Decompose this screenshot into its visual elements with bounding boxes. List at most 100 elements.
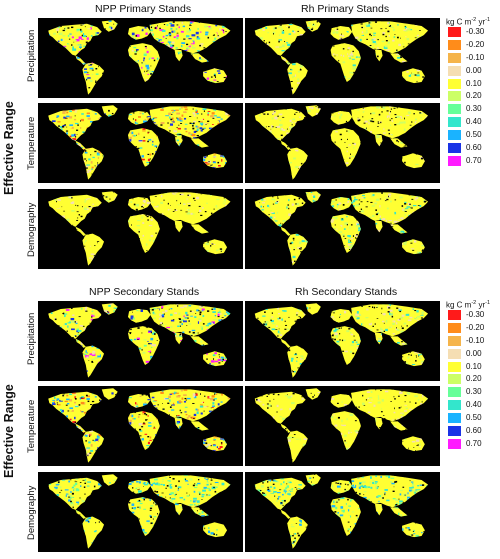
world-map [254, 105, 429, 180]
map-rh-primary-demography [245, 189, 440, 269]
legend-item: 0.70 [446, 155, 500, 168]
continent-centralAmerica [75, 509, 86, 519]
legend-value: 0.50 [466, 130, 482, 140]
continent-africa [127, 128, 160, 167]
row-label-temperature: Temperature [26, 399, 37, 453]
legend-swatch [448, 438, 461, 449]
continent-australia [402, 153, 425, 169]
legend-value: 0.00 [466, 348, 482, 358]
legend-value: 0.60 [466, 426, 482, 436]
continent-greenland [305, 474, 321, 486]
legend-item: 0.50 [446, 129, 500, 142]
continent-northAmerica [48, 23, 102, 56]
legend-value: 0.70 [466, 155, 482, 165]
continent-asia [149, 192, 231, 225]
map-rh-secondary-temperature [245, 386, 440, 466]
continent-seAsia [190, 421, 209, 431]
continent-southAmerica [287, 430, 308, 463]
legend-value: 0.20 [466, 374, 482, 384]
world-map [254, 388, 429, 463]
secondary-stands-block: NPP Secondary Stands Rh Secondary Stands… [0, 283, 500, 553]
row-label-precipitation: Precipitation [26, 312, 37, 365]
legend-item: 0.60 [446, 425, 500, 438]
rh-secondary-title: Rh Secondary Stands [295, 286, 398, 298]
legend-value: -0.30 [466, 27, 485, 36]
continent-seAsia [190, 507, 209, 517]
continent-southAmerica [287, 516, 308, 549]
legend-item: -0.10 [446, 335, 500, 348]
legend-swatch [448, 374, 461, 385]
legend-value: 0.50 [466, 413, 482, 423]
world-map [48, 388, 231, 463]
continent-africa [127, 411, 160, 450]
legend-item: 0.50 [446, 412, 500, 425]
continent-asia [351, 389, 429, 422]
map-npp-primary-temperature [38, 103, 243, 183]
legend-value: 0.20 [466, 91, 482, 101]
legend-value: -0.10 [466, 52, 485, 62]
legend-swatch [448, 348, 461, 359]
world-map [48, 191, 231, 266]
world-map [48, 474, 231, 549]
legend-item: -0.30 [446, 309, 500, 322]
continent-india [174, 504, 183, 516]
legend-swatch [448, 426, 461, 437]
continent-northAmerica [48, 306, 102, 339]
legend-swatch [448, 155, 461, 166]
legend-item: -0.20 [446, 39, 500, 52]
world-map [254, 20, 429, 95]
continent-seAsia [390, 224, 408, 234]
legend-title: kg C m-2 yr-1 [446, 300, 491, 310]
world-map [48, 303, 231, 378]
continent-northAmerica [254, 477, 306, 510]
continent-seAsia [390, 421, 408, 431]
legend-swatch [448, 52, 461, 63]
legend-secondary: kg C m-2 yr-1 -0.30 -0.20 -0.10 0.00 0.10 0.2… [446, 297, 500, 451]
npp-primary-title: NPP Primary Stands [95, 3, 192, 15]
legend-item: 0.70 [446, 438, 500, 451]
continent-southAmerica [287, 147, 308, 180]
row-label-demography: Demography [26, 485, 37, 540]
legend-swatch [448, 361, 461, 372]
continent-africa [127, 497, 160, 536]
continent-centralAmerica [75, 338, 86, 348]
legend-item: -0.10 [446, 52, 500, 65]
map-npp-primary-demography [38, 189, 243, 269]
legend-swatch [448, 413, 461, 424]
legend-swatch [448, 400, 461, 411]
npp-secondary-title: NPP Secondary Stands [89, 286, 200, 298]
legend-swatch [448, 91, 461, 102]
row-label-precipitation: Precipitation [26, 29, 37, 82]
legend-item: 0.20 [446, 90, 500, 103]
continent-africa [330, 43, 361, 82]
continent-greenland [101, 388, 118, 400]
map-npp-secondary-demography [38, 472, 243, 552]
continent-southAmerica [287, 345, 308, 378]
continent-europe [127, 394, 151, 408]
legend-item: 0.40 [446, 116, 500, 129]
row-label-demography: Demography [26, 202, 37, 257]
map-rh-secondary-precipitation [245, 301, 440, 381]
legend-swatch [448, 310, 461, 320]
continent-australia [203, 239, 228, 255]
legend-value: 0.60 [466, 143, 482, 153]
legend-swatch [448, 322, 461, 333]
row-label-temperature: Temperature [26, 116, 37, 170]
legend-value: 0.00 [466, 65, 482, 75]
legend-primary: kg C m-2 yr-1 -0.30 -0.20 -0.10 0.00 0.10 0.2… [446, 14, 500, 168]
legend-value: -0.20 [466, 322, 485, 332]
legend-swatch [448, 39, 461, 50]
map-rh-secondary-demography [245, 472, 440, 552]
legend-swatch [448, 335, 461, 346]
continent-asia [351, 304, 429, 337]
legend-title: kg C m-2 yr-1 [446, 17, 491, 27]
continent-asia [149, 304, 231, 337]
continent-southAmerica [82, 516, 105, 549]
legend-item: -0.20 [446, 322, 500, 335]
legend-swatch [448, 27, 461, 37]
continent-africa [330, 128, 361, 167]
continent-centralAmerica [280, 509, 291, 519]
legend-item: 0.10 [446, 361, 500, 374]
continent-india [375, 418, 383, 430]
legend-value: 0.40 [466, 400, 482, 410]
